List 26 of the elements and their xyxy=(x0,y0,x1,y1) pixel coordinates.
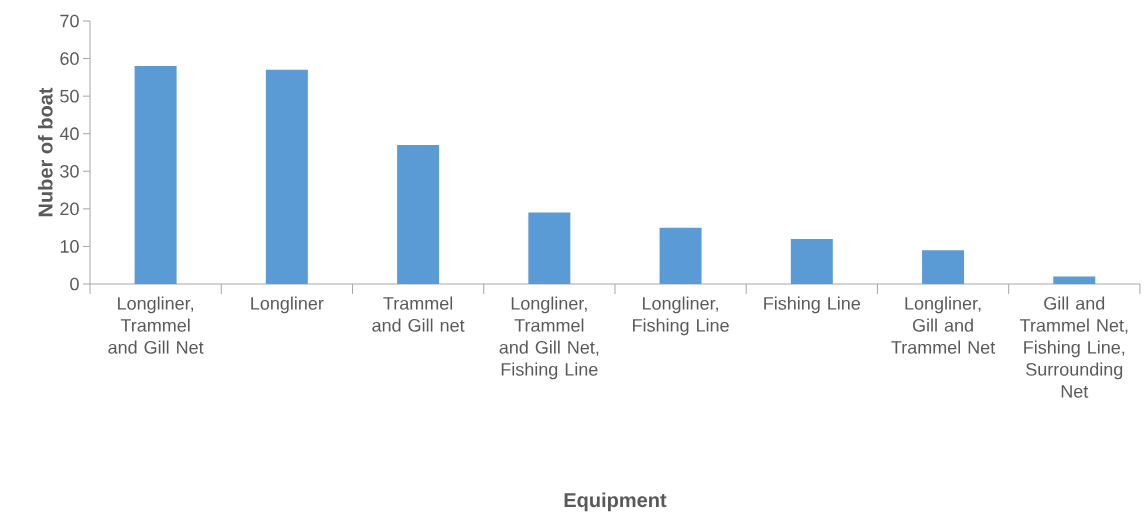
x-axis-title: Equipment xyxy=(564,492,667,512)
bar xyxy=(265,69,308,284)
bar xyxy=(1053,276,1096,284)
x-tick-label: Fishing Line xyxy=(764,296,861,314)
y-tick-label: 50 xyxy=(60,89,79,103)
y-axis-title: Nuber of boat xyxy=(37,87,53,217)
x-tick-label: Longliner, Gill and Trammel Net xyxy=(891,296,996,354)
x-tick-label: Trammel and Gill net xyxy=(372,296,465,332)
y-tick-label: 0 xyxy=(70,277,79,291)
bar xyxy=(528,212,571,284)
y-tick-label: 30 xyxy=(60,164,79,178)
y-tick-label: 10 xyxy=(60,240,79,253)
y-tick-label: 20 xyxy=(60,202,79,216)
x-tick-label: Longliner, Trammel and Gill Net, Fishing Line xyxy=(499,296,599,380)
x-tick-label: Longliner, Fishing Line xyxy=(633,296,729,336)
y-tick-label: 60 xyxy=(60,52,79,65)
bar xyxy=(922,250,965,284)
x-tick-label: Longliner xyxy=(251,296,324,314)
bar xyxy=(397,144,440,284)
bar xyxy=(659,227,702,284)
bar xyxy=(790,238,833,284)
x-tick-label: Longliner, Trammel and Gill Net xyxy=(108,296,204,354)
bar xyxy=(134,66,177,284)
x-tick-label: Gill and Trammel Net, Fishing Line, Surrounding Net xyxy=(1020,296,1128,398)
y-tick-label: 40 xyxy=(59,127,79,141)
y-tick-label: 70 xyxy=(60,14,79,28)
